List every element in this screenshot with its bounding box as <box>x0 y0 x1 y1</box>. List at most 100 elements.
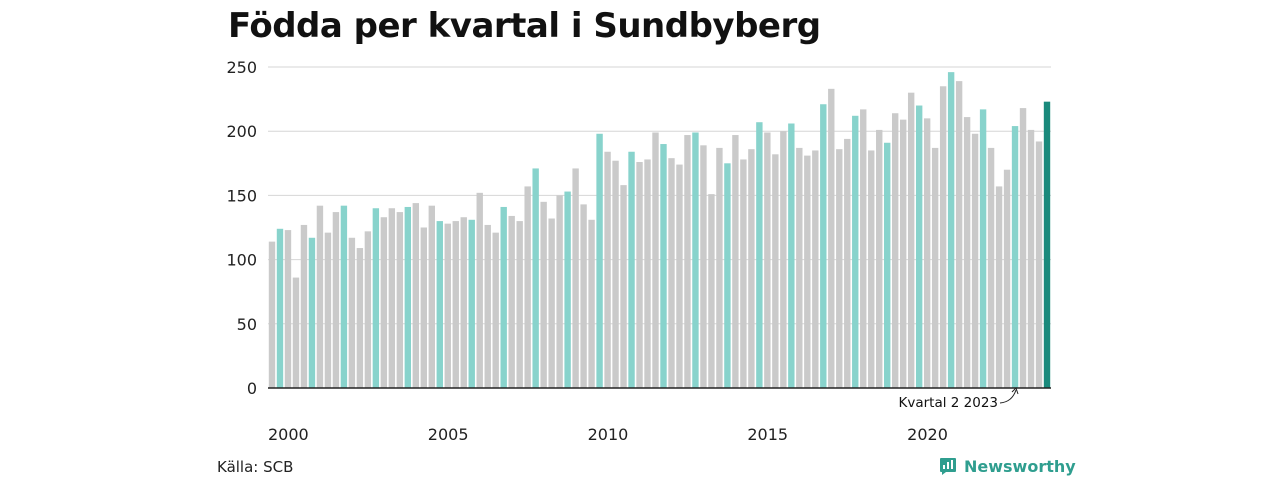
y-tick-label: 100 <box>226 251 257 270</box>
bar <box>740 159 747 388</box>
bar <box>708 194 715 388</box>
bar <box>876 129 883 388</box>
bar <box>1003 169 1011 388</box>
bar <box>660 144 667 388</box>
annotation-label: Kvartal 2 2023 <box>898 395 998 411</box>
x-tick-label: 2015 <box>747 425 788 444</box>
bar <box>516 221 523 388</box>
bar <box>380 217 388 388</box>
x-tick-label: 2020 <box>907 425 948 444</box>
bar <box>316 205 324 388</box>
bar <box>492 232 499 388</box>
x-axis-ticks: 2000 2005 2010 2015 2020 <box>268 425 948 444</box>
annotation-arrowhead <box>1011 387 1019 395</box>
bar <box>971 133 979 388</box>
bar <box>636 162 643 388</box>
bar <box>923 118 931 389</box>
bar <box>612 160 619 388</box>
bar <box>788 123 795 388</box>
bar <box>396 212 404 388</box>
bar <box>1011 126 1019 389</box>
bar <box>308 237 316 388</box>
bar <box>1035 141 1043 388</box>
bar <box>588 219 595 388</box>
bar <box>772 154 779 388</box>
bar <box>796 147 803 388</box>
bar <box>915 105 923 389</box>
x-tick-label: 2010 <box>588 425 629 444</box>
x-tick-label: 2005 <box>428 425 469 444</box>
bar <box>540 201 547 388</box>
bar <box>500 206 507 388</box>
bar <box>324 232 332 388</box>
bar <box>836 149 843 388</box>
bar <box>892 113 899 388</box>
bar <box>1019 108 1027 388</box>
bar <box>899 119 907 389</box>
bar <box>628 151 635 388</box>
y-tick-label: 50 <box>237 315 257 334</box>
bar <box>372 208 380 388</box>
y-axis-ticks: 0 50 100 150 200 250 <box>226 58 257 398</box>
bar <box>820 104 827 389</box>
bar <box>844 138 851 388</box>
bar <box>907 92 915 389</box>
bar <box>428 205 435 388</box>
bar <box>532 168 539 388</box>
bar <box>468 219 475 388</box>
bar <box>412 203 420 388</box>
bar <box>268 241 276 388</box>
bar <box>780 131 787 388</box>
bar <box>340 205 348 388</box>
bar <box>1043 101 1051 388</box>
bar <box>644 159 651 388</box>
brand-logo: Newsworthy <box>938 456 1076 476</box>
bar <box>716 147 723 388</box>
bar <box>860 109 867 388</box>
bar <box>963 117 971 389</box>
bar <box>572 168 579 388</box>
bar <box>995 186 1003 388</box>
bar <box>868 150 875 388</box>
bar <box>620 185 627 388</box>
bar <box>668 158 675 388</box>
chart-title: Födda per kvartal i Sundbyberg <box>228 6 821 46</box>
bar <box>348 237 356 388</box>
bar <box>852 115 859 389</box>
bar <box>356 248 364 388</box>
bar <box>1027 129 1035 388</box>
bar <box>276 228 284 388</box>
bar <box>828 88 835 388</box>
bar <box>300 224 308 388</box>
bar <box>804 155 811 388</box>
bar <box>436 221 443 388</box>
bar <box>564 191 571 388</box>
latest-annotation: Kvartal 2 2023 <box>898 387 1019 411</box>
bar <box>292 277 300 388</box>
bar <box>756 122 763 388</box>
bar <box>764 132 771 388</box>
bar <box>724 163 731 388</box>
bar <box>652 132 659 388</box>
bar <box>580 204 587 388</box>
bar <box>524 186 531 388</box>
bar <box>364 231 372 388</box>
annotation-arrow <box>999 389 1017 404</box>
y-tick-label: 250 <box>226 58 257 77</box>
bar <box>284 230 292 388</box>
bar <box>955 81 963 389</box>
bar <box>484 224 491 388</box>
y-tick-label: 0 <box>247 379 257 398</box>
bar <box>596 133 603 388</box>
bar <box>979 109 987 388</box>
bar <box>388 208 396 388</box>
bar <box>476 192 483 388</box>
x-tick-label: 2000 <box>268 425 309 444</box>
bar <box>404 206 412 388</box>
newsworthy-logo-icon <box>940 458 956 475</box>
bar <box>947 72 955 389</box>
bar <box>684 135 691 388</box>
bar <box>748 149 755 388</box>
bar <box>692 132 699 388</box>
